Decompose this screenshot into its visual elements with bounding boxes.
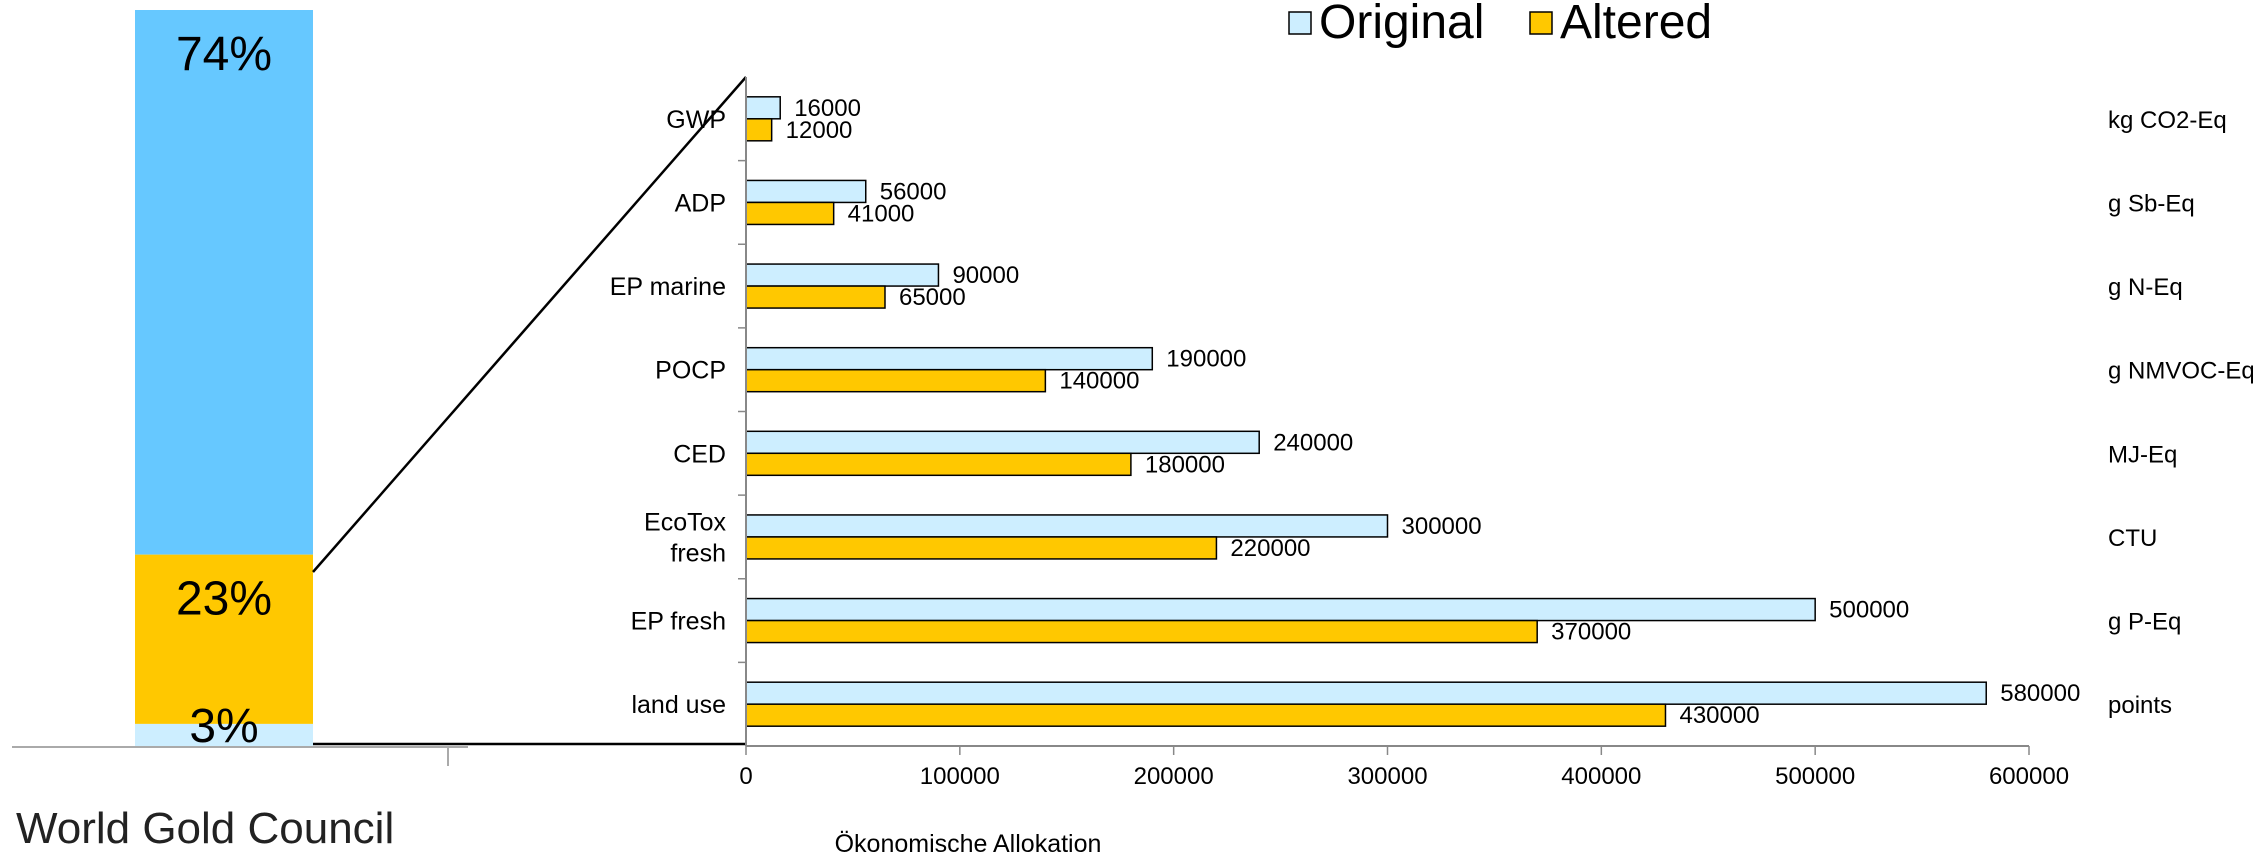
bar-original-6 [745, 597, 1816, 622]
zoom-connector-upper [312, 76, 747, 573]
unit-label-4: MJ-Eq [2108, 441, 2177, 468]
bar-altered-2 [745, 285, 886, 309]
category-label-1: ADP [675, 189, 726, 217]
source-label: World Gold Council [16, 804, 394, 853]
category-label-2: EP marine [610, 273, 726, 301]
value-label-altered-1: 41000 [848, 200, 915, 227]
unit-label-3: g NMVOC-Eq [2108, 358, 2253, 385]
bar-altered-5 [745, 536, 1218, 560]
share-segment-bottom [135, 723, 313, 746]
unit-labels: kg CO2-Eq g Sb-Eq g N-Eq g NMVOC-Eq MJ-Eq CTU… [2108, 107, 2253, 719]
unit-label-2: g N-Eq [2108, 274, 2183, 301]
category-label-6: EP fresh [631, 608, 726, 636]
legend-label-original: Original [1319, 0, 1484, 49]
bar-original-1 [745, 179, 867, 204]
stacked-share-bar: 74% 23% 3% [135, 10, 313, 753]
x-tick-label-4: 400000 [1561, 763, 1641, 790]
bar-altered-4 [745, 452, 1132, 477]
share-label-bottom: 3% [189, 700, 258, 753]
legend-label-altered: Altered [1560, 0, 1712, 49]
legend-swatch-altered [1529, 11, 1553, 35]
bar-altered-1 [745, 201, 835, 226]
legend: Original Altered [1288, 0, 1712, 49]
value-label-altered-0: 12000 [786, 117, 853, 144]
x-tick-label-6: 600000 [1989, 763, 2069, 790]
x-axis-title: Ökonomische Allokation [835, 830, 1102, 856]
bar-original-5 [745, 514, 1389, 538]
share-segment-top [135, 10, 313, 555]
category-label-4: CED [673, 440, 726, 468]
share-segment-middle [135, 554, 313, 724]
bar-altered-3 [745, 368, 1047, 393]
x-tick-label-2: 200000 [1134, 763, 1214, 790]
unit-label-5: CTU [2108, 525, 2157, 552]
bar-altered-6 [745, 619, 1538, 644]
category-label-7: land use [631, 691, 726, 719]
value-label-original-7: 580000 [2000, 680, 2080, 707]
value-label-altered-7: 430000 [1679, 702, 1759, 729]
value-label-original-4: 240000 [1273, 429, 1353, 456]
value-label-original-5: 300000 [1402, 513, 1482, 540]
value-label-original-6: 500000 [1829, 597, 1909, 624]
x-axis: 0 100000 200000 300000 400000 500000 600000 [739, 745, 2069, 790]
share-label-middle: 23% [176, 573, 272, 626]
x-tick-label-0: 0 [739, 763, 752, 790]
value-label-altered-2: 65000 [899, 284, 966, 311]
value-label-altered-3: 140000 [1059, 368, 1139, 395]
value-label-original-1: 56000 [880, 178, 947, 205]
category-label-5: fresh [670, 539, 726, 567]
unit-label-6: g P-Eq [2108, 609, 2181, 636]
bar-altered-0 [745, 118, 773, 142]
unit-label-1: g Sb-Eq [2108, 190, 2195, 217]
y-axis: GWP ADP EP marine POCP CED EcoTox fresh EP fres… [610, 77, 747, 746]
bar-original-0 [745, 96, 781, 120]
category-label-0: GWP [666, 106, 726, 134]
value-label-altered-4: 180000 [1145, 451, 1225, 478]
category-label-5: EcoTox [644, 508, 726, 536]
share-label-top: 74% [176, 28, 272, 81]
bar-original-3 [745, 346, 1154, 371]
bar-altered-7 [745, 703, 1667, 727]
value-label-original-3: 190000 [1166, 346, 1246, 373]
x-tick-label-5: 500000 [1775, 763, 1855, 790]
value-label-original-0: 16000 [794, 95, 861, 122]
x-tick-label-3: 300000 [1347, 763, 1427, 790]
value-label-altered-5: 220000 [1230, 535, 1310, 562]
category-label-3: POCP [655, 357, 726, 385]
value-label-original-2: 90000 [952, 262, 1019, 289]
unit-label-0: kg CO2-Eq [2108, 107, 2227, 134]
bar-original-4 [745, 430, 1260, 455]
value-label-altered-6: 370000 [1551, 619, 1631, 646]
x-tick-label-1: 100000 [920, 763, 1000, 790]
unit-label-7: points [2108, 692, 2172, 719]
legend-swatch-original [1288, 11, 1312, 35]
bar-original-7 [745, 681, 1987, 705]
bar-original-2 [745, 263, 940, 287]
